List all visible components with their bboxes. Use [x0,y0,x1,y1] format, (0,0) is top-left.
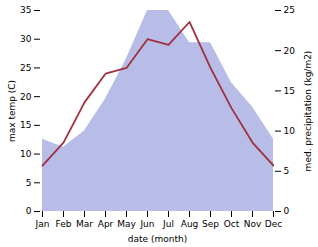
svg-text:Mar: Mar [76,219,93,229]
svg-text:25: 25 [20,63,31,73]
svg-text:15: 15 [284,86,295,96]
svg-text:Jun: Jun [139,219,154,229]
svg-text:25: 25 [284,5,295,15]
svg-text:15: 15 [20,120,31,130]
svg-text:0: 0 [26,206,32,216]
svg-text:35: 35 [20,5,31,15]
svg-text:Dec: Dec [265,219,282,229]
svg-text:Oct: Oct [224,219,240,229]
svg-text:Jan: Jan [35,219,50,229]
svg-text:5: 5 [284,166,290,176]
svg-text:Jul: Jul [162,219,174,229]
svg-text:Sep: Sep [202,219,219,229]
svg-text:med. precipitation (kg/m2): med. precipitation (kg/m2) [303,51,313,172]
svg-text:10: 10 [20,149,32,159]
svg-text:5: 5 [26,178,32,188]
svg-text:20: 20 [284,46,296,56]
svg-text:Apr: Apr [98,219,114,229]
svg-text:10: 10 [284,126,296,136]
svg-text:Nov: Nov [244,219,262,229]
svg-text:max temp (C): max temp (C) [7,80,17,142]
svg-text:30: 30 [20,34,32,44]
svg-text:Feb: Feb [56,219,72,229]
svg-text:date (month): date (month) [128,234,187,244]
svg-text:20: 20 [20,92,32,102]
svg-text:Aug: Aug [181,219,199,229]
svg-text:0: 0 [284,206,290,216]
svg-text:May: May [117,219,136,229]
